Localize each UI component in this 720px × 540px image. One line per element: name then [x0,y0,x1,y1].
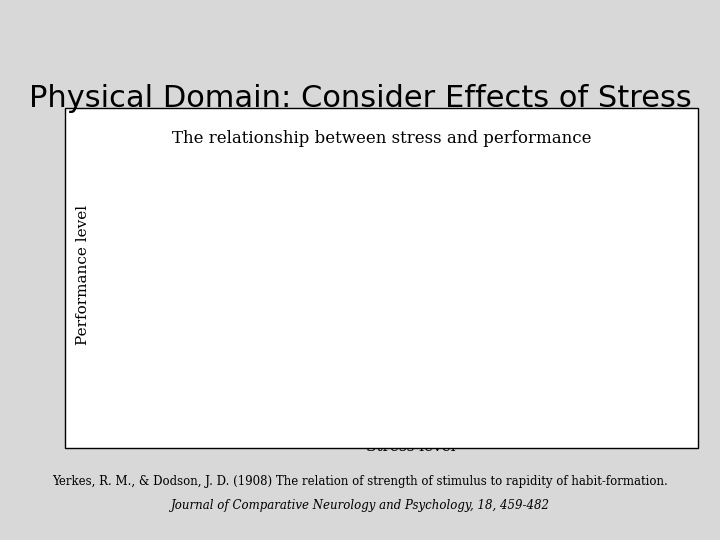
Text: Yerkes, R. M., & Dodson, J. D. (1908) The relation of strength of stimulus to ra: Yerkes, R. M., & Dodson, J. D. (1908) Th… [52,475,668,488]
Text: High stress
Anxiety, panic: High stress Anxiety, panic [505,341,613,372]
Text: Area of
“optimum”
stress: Area of “optimum” stress [361,269,444,316]
Text: Low stress
Boredom: Low stress Boredom [220,341,302,372]
Text: Journal of Comparative Neurology and Psychology, 18, 459-482: Journal of Comparative Neurology and Psy… [171,500,549,512]
Text: The relationship between stress and performance: The relationship between stress and perf… [172,130,591,146]
Text: Stress level: Stress level [366,440,455,454]
Text: Physical Domain: Consider Effects of Stress: Physical Domain: Consider Effects of Str… [29,84,691,113]
Text: Performance level: Performance level [76,205,90,346]
